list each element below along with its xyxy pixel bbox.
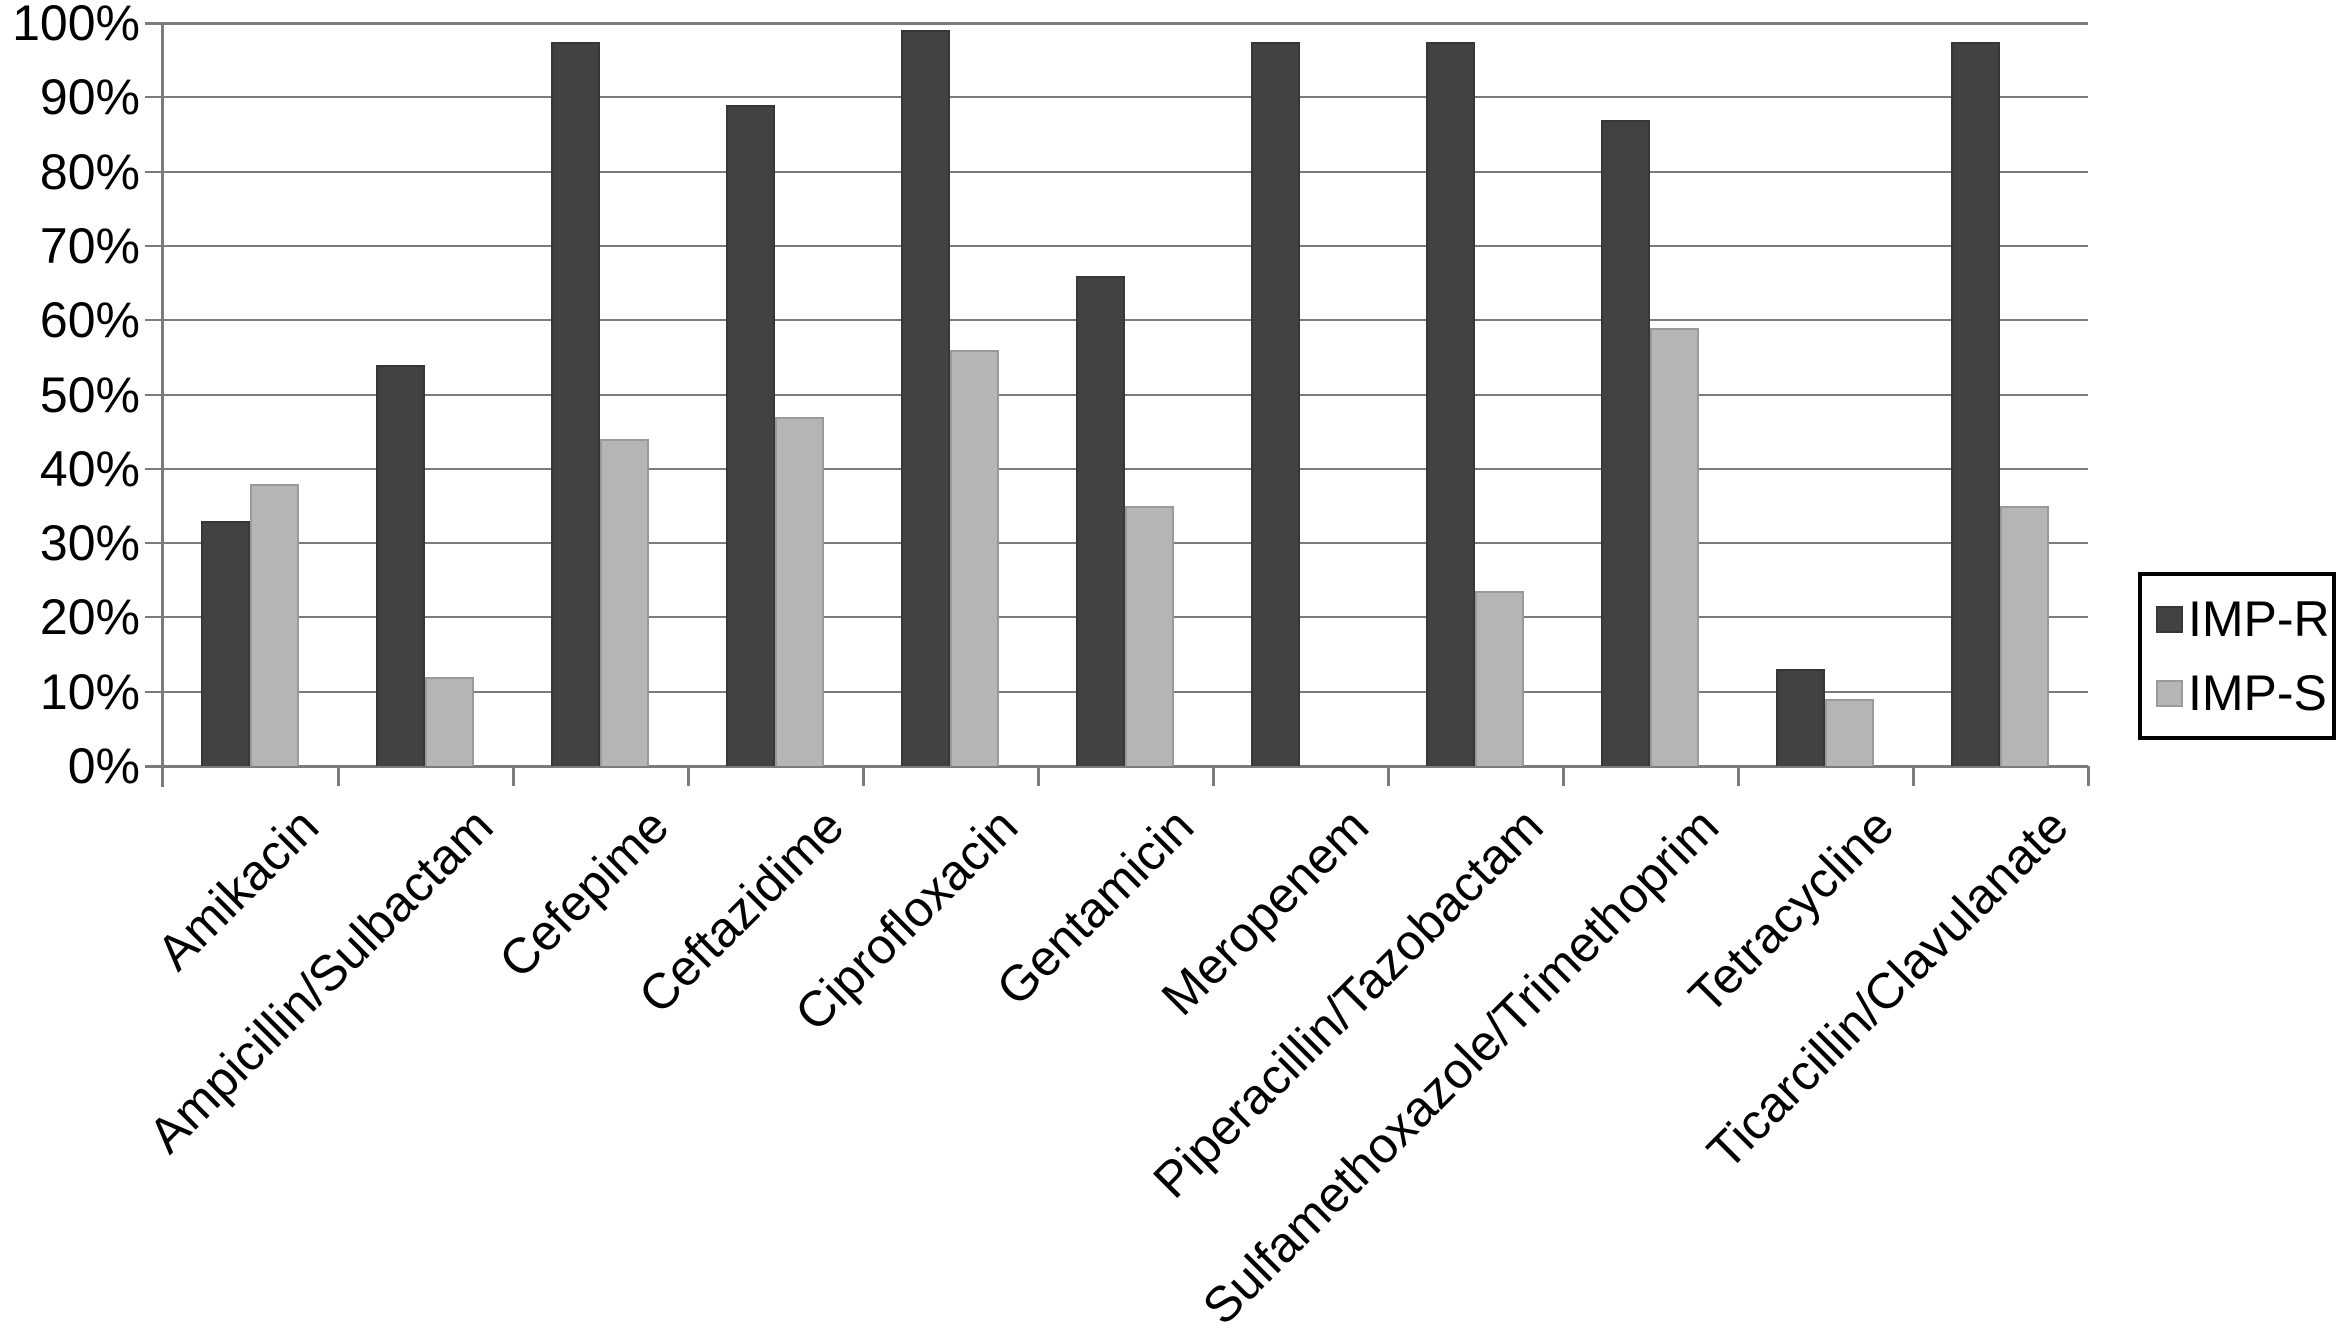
bar-imp-s-amikacin — [250, 483, 299, 766]
legend-label-imp-r: IMP-R — [2188, 591, 2330, 647]
y-tick-label-50: 50% — [39, 366, 140, 423]
bar-imp-r-meropenem — [1251, 41, 1300, 766]
bar-imp-r-ticarcillin-clavulanate — [1951, 41, 2000, 766]
y-tick-label-10: 10% — [39, 663, 140, 720]
bar-imp-s-cefepime — [600, 439, 649, 766]
bar-imp-s-ticarcillin-clavulanate — [2000, 505, 2049, 766]
x-axis-category-tick — [1387, 766, 1390, 786]
x-axis-category-tick — [1737, 766, 1740, 786]
bar-imp-r-tetracycline — [1776, 669, 1825, 766]
bar-imp-s-piperacillin-tazobactam — [1475, 591, 1524, 766]
y-tick-label-20: 20% — [39, 589, 140, 646]
bar-imp-s-gentamicin — [1125, 505, 1174, 766]
bar-imp-s-ampicillin-sulbactam — [425, 676, 474, 766]
y-tick-label-30: 30% — [39, 515, 140, 572]
x-axis-category-tick — [1212, 766, 1215, 786]
bar-imp-s-sulfamethoxazole-trimethoprim — [1650, 327, 1699, 766]
legend: IMP-R IMP-S — [2138, 572, 2336, 740]
y-tick-label-80: 80% — [39, 143, 140, 200]
legend-item-imp-s: IMP-S — [2142, 664, 2332, 722]
bar-imp-s-ciprofloxacin — [950, 349, 999, 766]
x-axis-category-tick — [1562, 766, 1565, 786]
y-tick-label-100: 100% — [12, 0, 140, 51]
gridline-100 — [145, 22, 2088, 25]
bar-imp-r-sulfamethoxazole-trimethoprim — [1601, 119, 1650, 766]
x-axis-label-text: Ampicillin/Sulbactam — [138, 797, 504, 1164]
legend-item-imp-r: IMP-R — [2142, 590, 2332, 648]
x-axis-category-tick — [2087, 766, 2090, 786]
x-axis-category-tick — [337, 766, 340, 786]
bar-imp-r-ciprofloxacin — [901, 30, 950, 766]
bar-imp-r-piperacillin-tazobactam — [1426, 41, 1475, 766]
imp-r-swatch-icon — [2156, 605, 2183, 633]
y-tick-label-40: 40% — [39, 440, 140, 497]
x-axis-category-tick — [862, 766, 865, 786]
gridline-80 — [145, 170, 2088, 173]
bar-imp-r-amikacin — [201, 520, 250, 766]
x-axis-category-tick — [1912, 766, 1915, 786]
y-tick-label-90: 90% — [39, 69, 140, 126]
y-tick-label-60: 60% — [39, 292, 140, 349]
x-axis-category-tick — [1037, 766, 1040, 786]
x-axis-category-tick — [512, 766, 515, 786]
gridline-70 — [145, 244, 2088, 247]
gridline-90 — [145, 96, 2088, 99]
x-axis-line — [145, 765, 2088, 768]
legend-label-imp-s: IMP-S — [2188, 665, 2327, 721]
y-tick-label-70: 70% — [39, 217, 140, 274]
bar-imp-r-gentamicin — [1076, 275, 1125, 766]
x-axis-label-text: Amikacin — [145, 797, 329, 981]
x-axis-category-tick — [687, 766, 690, 786]
bar-imp-r-cefepime — [551, 41, 600, 766]
bar-imp-s-tetracycline — [1825, 699, 1874, 766]
imp-s-swatch-icon — [2156, 679, 2183, 707]
y-axis-line — [161, 23, 164, 787]
bar-imp-s-ceftazidime — [775, 416, 824, 766]
bar-imp-r-ampicillin-sulbactam — [376, 364, 425, 766]
y-tick-label-0: 0% — [67, 738, 140, 794]
bar-imp-r-ceftazidime — [726, 104, 775, 766]
